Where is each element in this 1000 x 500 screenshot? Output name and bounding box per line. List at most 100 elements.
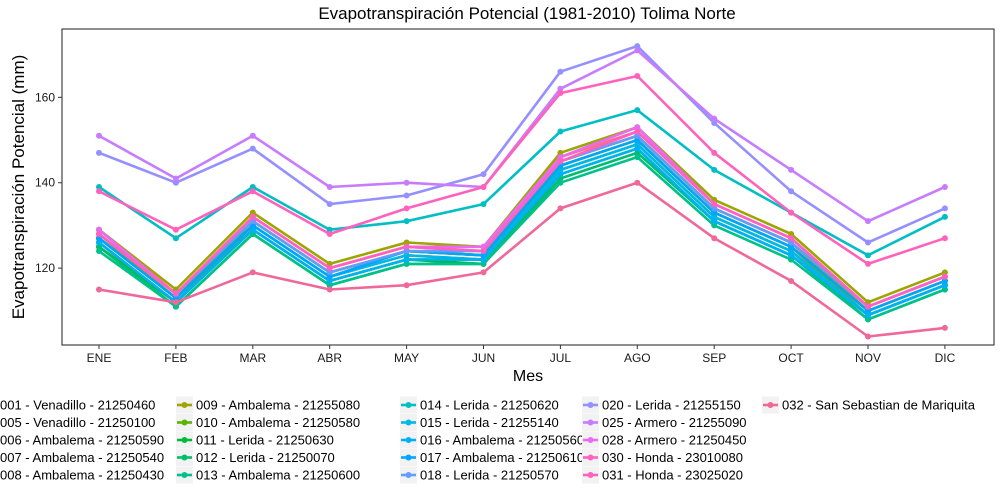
- legend-label: 006 - Ambalema - 21250590: [0, 433, 164, 448]
- data-point: [96, 230, 102, 237]
- data-point: [941, 213, 948, 220]
- data-point: [711, 235, 718, 242]
- data-point: [403, 218, 410, 225]
- legend-key-point: [767, 402, 774, 408]
- data-point: [249, 209, 256, 216]
- data-point: [403, 243, 410, 250]
- legend-key-point: [181, 402, 188, 408]
- x-tick-label: ABR: [317, 351, 342, 365]
- series-21: [96, 179, 948, 340]
- data-point: [557, 68, 564, 75]
- data-point: [480, 171, 487, 178]
- data-point: [480, 184, 487, 190]
- series-19: [96, 128, 948, 310]
- data-point: [403, 252, 410, 259]
- data-point: [326, 260, 333, 267]
- legend-key-point: [587, 454, 594, 461]
- data-point: [326, 226, 333, 233]
- legend-label: 012 - Lerida - 21250070: [196, 450, 335, 465]
- y-axis-title: Evapotranspiración Potencial (mm): [9, 55, 28, 320]
- legend-label: 015 - Lerida - 21255140: [420, 415, 559, 430]
- data-point: [249, 269, 256, 276]
- data-point: [865, 218, 871, 225]
- legend-key-point: [587, 419, 594, 426]
- y-tick-label: 120: [35, 261, 55, 275]
- data-point: [557, 128, 564, 135]
- x-tick-label: MAY: [394, 351, 419, 365]
- legend-item: 008 - Ambalema - 21250430: [0, 468, 164, 483]
- data-point: [557, 149, 564, 156]
- data-point: [941, 324, 948, 331]
- data-point: [634, 179, 641, 186]
- legend-key-point: [405, 419, 412, 426]
- legend-item: 007 - Ambalema - 21250540: [0, 450, 164, 465]
- data-point: [557, 85, 564, 92]
- x-tick-label: ENE: [87, 351, 112, 365]
- data-point: [326, 184, 333, 190]
- legend-key-point: [181, 454, 188, 461]
- data-point: [865, 303, 871, 310]
- data-point: [634, 107, 641, 114]
- legend-key-point: [181, 419, 188, 426]
- legend-key-point: [405, 472, 412, 478]
- data-point: [403, 205, 410, 212]
- legend-item: 001 - Venadillo - 21250460: [0, 398, 155, 413]
- y-tick-label: 140: [35, 176, 55, 190]
- data-point: [788, 230, 795, 237]
- data-point: [326, 273, 333, 280]
- series-16: [96, 43, 948, 246]
- legend-label: 014 - Lerida - 21250620: [420, 398, 559, 413]
- legend-label: 031 - Honda - 23025020: [602, 468, 743, 483]
- series-line: [98, 125, 946, 304]
- legend-label: 018 - Lerida - 21250570: [420, 468, 559, 483]
- y-tick-label: 160: [35, 90, 55, 104]
- legend-key-point: [405, 437, 412, 443]
- x-tick-label: DIC: [935, 351, 956, 365]
- data-point: [480, 269, 487, 276]
- x-tick-label: JUL: [550, 351, 572, 365]
- legend-item: 014 - Lerida - 21250620: [400, 396, 559, 414]
- data-point: [249, 132, 256, 139]
- data-point: [711, 201, 718, 208]
- data-point: [403, 260, 410, 267]
- legend-label: 011 - Lerida - 21250630: [196, 433, 334, 448]
- data-point: [865, 252, 871, 259]
- data-point: [403, 239, 410, 246]
- legend-item: 028 - Armero - 21250450: [582, 431, 747, 449]
- data-point: [326, 277, 333, 284]
- legend-item: 020 - Lerida - 21255150: [582, 396, 741, 414]
- data-point: [557, 179, 564, 186]
- series-6: [96, 124, 948, 306]
- data-point: [326, 265, 333, 272]
- data-point: [865, 333, 871, 340]
- x-tick-label: NOV: [855, 351, 881, 365]
- data-point: [403, 192, 410, 199]
- series-line: [98, 147, 946, 317]
- data-point: [96, 248, 102, 255]
- data-point: [865, 239, 871, 246]
- data-point: [634, 128, 641, 135]
- data-point: [788, 166, 795, 173]
- legend-item: 017 - Ambalema - 21250610: [400, 449, 584, 466]
- data-point: [634, 145, 641, 152]
- legend-item: 005 - Venadillo - 21250100: [0, 415, 155, 430]
- series-layer: [96, 43, 948, 340]
- data-point: [634, 47, 641, 54]
- chart-title: Evapotranspiración Potencial (1981-2010)…: [318, 4, 735, 23]
- data-point: [96, 132, 102, 139]
- data-point: [634, 43, 641, 50]
- legend-item: 006 - Ambalema - 21250590: [0, 433, 164, 448]
- legend-key-point: [181, 437, 188, 443]
- data-point: [480, 248, 487, 255]
- data-point: [711, 166, 718, 173]
- legend-key-point: [181, 472, 188, 478]
- data-point: [96, 184, 102, 190]
- data-point: [249, 184, 256, 190]
- data-point: [172, 226, 179, 233]
- data-point: [711, 218, 718, 225]
- data-point: [249, 188, 256, 195]
- data-point: [557, 158, 564, 165]
- data-point: [711, 222, 718, 229]
- data-point: [557, 205, 564, 212]
